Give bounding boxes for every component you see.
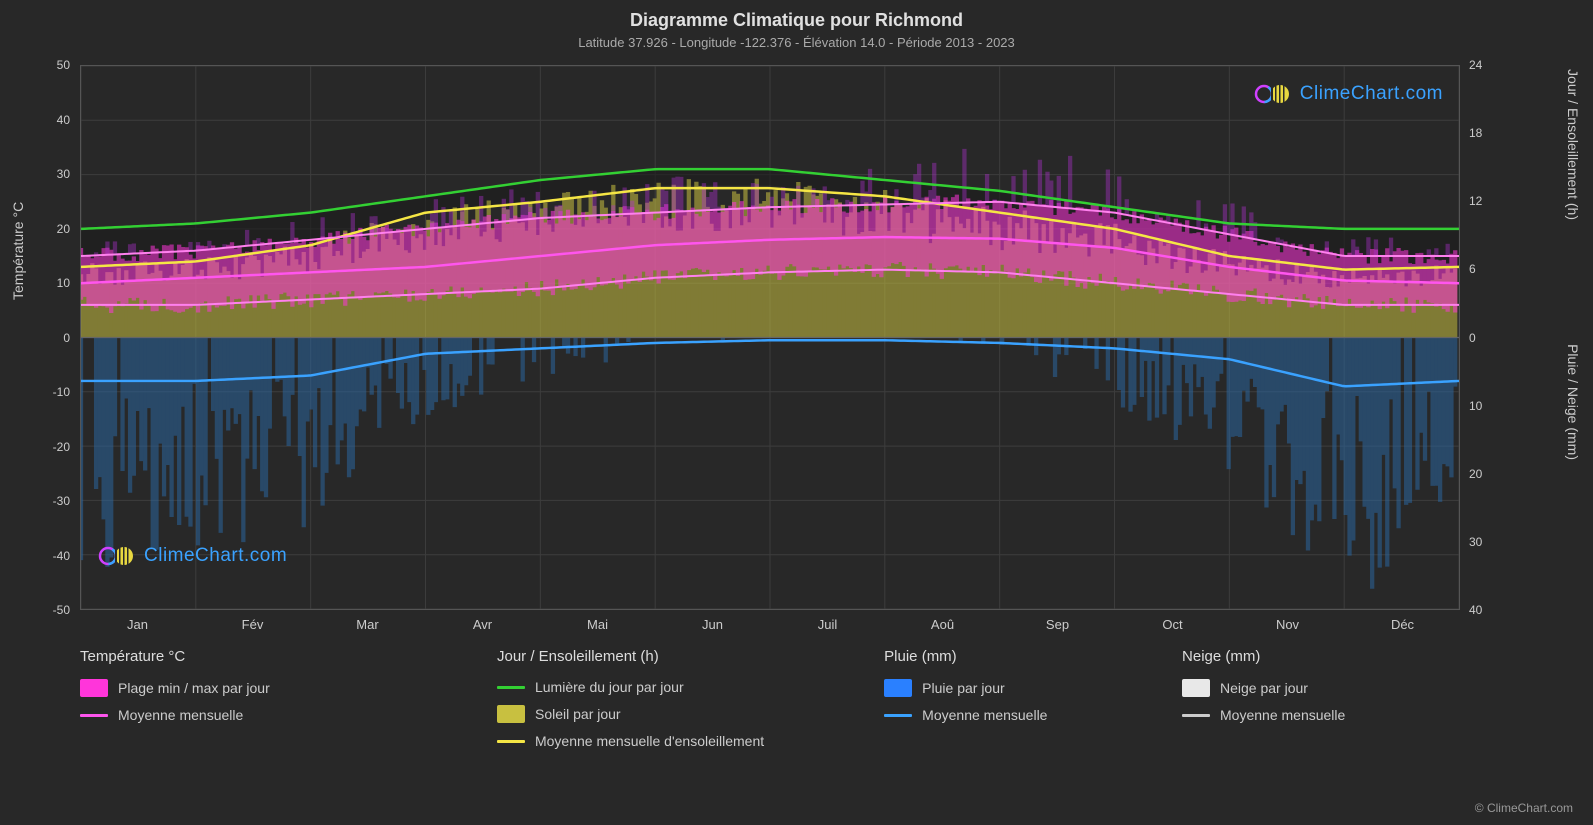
swatch-icon	[497, 740, 525, 743]
x-tick: Oct	[1162, 617, 1182, 632]
legend-col-sun: Jour / Ensoleillement (h) Lumière du jou…	[497, 648, 884, 749]
swatch-icon	[497, 686, 525, 689]
legend-col-snow: Neige (mm) Neige par jour Moyenne mensue…	[1182, 648, 1460, 749]
y-tick: -30	[53, 494, 70, 508]
legend-label: Plage min / max par jour	[118, 680, 270, 696]
logo-icon	[1254, 83, 1294, 105]
legend-header: Jour / Ensoleillement (h)	[497, 648, 884, 665]
legend-header: Température °C	[80, 648, 497, 665]
y-ticks-right: 2418126010203040	[1465, 65, 1495, 610]
y-tick: 20	[57, 222, 70, 236]
swatch-icon	[1182, 714, 1210, 717]
legend-item: Moyenne mensuelle	[80, 707, 497, 723]
x-tick: Aoû	[931, 617, 954, 632]
watermark-text: ClimeChart.com	[144, 545, 287, 567]
swatch-icon	[80, 679, 108, 697]
legend-header: Pluie (mm)	[884, 648, 1182, 665]
y-tick: 0	[1469, 331, 1476, 345]
x-tick: Mar	[356, 617, 378, 632]
x-tick: Jan	[127, 617, 148, 632]
swatch-icon	[497, 705, 525, 723]
x-tick: Jun	[702, 617, 723, 632]
y-axis-left-label: Température °C	[10, 202, 26, 300]
legend-col-rain: Pluie (mm) Pluie par jour Moyenne mensue…	[884, 648, 1182, 749]
x-ticks: Jan Fév Mar Avr Mai Jun Juil Aoû Sep Oct Nov Déc	[80, 613, 1460, 633]
y-axis-right-bottom-label: Pluie / Neige (mm)	[1565, 344, 1581, 460]
swatch-icon	[1182, 679, 1210, 697]
y-tick: 18	[1469, 126, 1482, 140]
x-tick: Juil	[818, 617, 838, 632]
x-tick: Sep	[1046, 617, 1069, 632]
climate-plot-area	[80, 65, 1460, 610]
x-tick: Déc	[1391, 617, 1414, 632]
legend: Température °C Plage min / max par jour …	[80, 648, 1460, 749]
y-tick: 30	[1469, 535, 1482, 549]
legend-item: Neige par jour	[1182, 679, 1460, 697]
legend-label: Lumière du jour par jour	[535, 679, 684, 695]
y-tick: 10	[57, 276, 70, 290]
y-tick: 6	[1469, 262, 1476, 276]
legend-item: Moyenne mensuelle d'ensoleillement	[497, 733, 884, 749]
y-tick: 10	[1469, 399, 1482, 413]
legend-item: Soleil par jour	[497, 705, 884, 723]
legend-col-temp: Température °C Plage min / max par jour …	[80, 648, 497, 749]
legend-label: Moyenne mensuelle	[922, 707, 1047, 723]
legend-label: Soleil par jour	[535, 706, 621, 722]
y-tick: -20	[53, 440, 70, 454]
y-axis-right-top-label: Jour / Ensoleillement (h)	[1565, 69, 1581, 220]
y-tick: -50	[53, 603, 70, 617]
legend-label: Pluie par jour	[922, 680, 1005, 696]
y-tick: 50	[57, 58, 70, 72]
y-tick: 30	[57, 167, 70, 181]
chart-subtitle: Latitude 37.926 - Longitude -122.376 - É…	[0, 35, 1593, 50]
x-tick: Nov	[1276, 617, 1299, 632]
legend-item: Pluie par jour	[884, 679, 1182, 697]
y-tick: 24	[1469, 58, 1482, 72]
y-tick: 40	[57, 113, 70, 127]
watermark-top: ClimeChart.com	[1254, 83, 1443, 105]
legend-label: Moyenne mensuelle	[118, 707, 243, 723]
x-tick: Mai	[587, 617, 608, 632]
swatch-icon	[884, 714, 912, 717]
y-tick: 20	[1469, 467, 1482, 481]
y-tick: -10	[53, 385, 70, 399]
y-tick: 0	[63, 331, 70, 345]
watermark-bottom: ClimeChart.com	[98, 545, 287, 567]
legend-item: Lumière du jour par jour	[497, 679, 884, 695]
climate-chart-svg	[81, 66, 1459, 609]
chart-title: Diagramme Climatique pour Richmond	[0, 10, 1593, 31]
y-tick: -40	[53, 549, 70, 563]
x-tick: Avr	[473, 617, 492, 632]
legend-label: Neige par jour	[1220, 680, 1308, 696]
watermark-text: ClimeChart.com	[1300, 83, 1443, 105]
logo-icon	[98, 545, 138, 567]
legend-item: Plage min / max par jour	[80, 679, 497, 697]
swatch-icon	[884, 679, 912, 697]
swatch-icon	[80, 714, 108, 717]
legend-item: Moyenne mensuelle	[1182, 707, 1460, 723]
legend-header: Neige (mm)	[1182, 648, 1460, 665]
y-ticks-left: 50403020100-10-20-30-40-50	[46, 65, 76, 610]
x-tick: Fév	[242, 617, 264, 632]
legend-item: Moyenne mensuelle	[884, 707, 1182, 723]
copyright-text: © ClimeChart.com	[1475, 801, 1573, 815]
y-tick: 12	[1469, 194, 1482, 208]
legend-label: Moyenne mensuelle d'ensoleillement	[535, 733, 764, 749]
y-tick: 40	[1469, 603, 1482, 617]
legend-label: Moyenne mensuelle	[1220, 707, 1345, 723]
